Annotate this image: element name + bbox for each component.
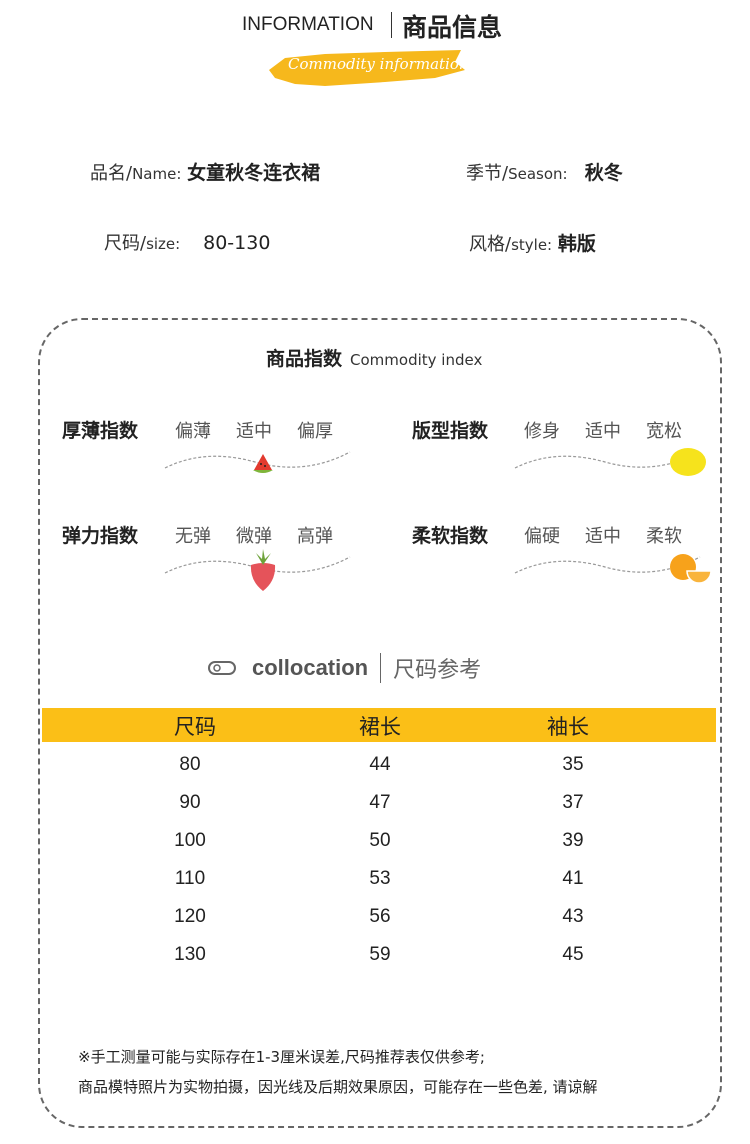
- header-divider: [391, 12, 392, 38]
- table-cell: 56: [369, 906, 391, 927]
- index-option: 偏薄: [175, 421, 211, 442]
- info-name: 品名/Name: 女童秋冬连衣裙: [90, 158, 320, 185]
- title-divider: [380, 653, 382, 683]
- header-subtitle: Commodity information: [288, 55, 469, 73]
- index-option: 柔软: [646, 526, 682, 547]
- watermelon-icon: [253, 454, 273, 473]
- table-cell: 39: [562, 830, 584, 851]
- table-cell: 50: [369, 830, 391, 851]
- info-season: 季节/Season: 秋冬: [466, 158, 623, 185]
- size-section-title: collocation 尺码参考: [208, 652, 481, 684]
- index-slider: [514, 554, 712, 584]
- index-title: 商品指数 Commodity index: [266, 344, 482, 371]
- index-option: 适中: [236, 421, 272, 442]
- table-cell: 44: [369, 754, 391, 775]
- index-label: 柔软指数: [412, 525, 489, 547]
- info-key: 尺码/: [104, 233, 147, 254]
- table-cell: 80: [179, 754, 201, 775]
- size-section-title-en: collocation: [252, 655, 369, 680]
- index-option: 适中: [585, 421, 621, 442]
- index-option: 偏硬: [524, 526, 560, 547]
- index-label: 版型指数: [412, 420, 489, 442]
- note-color: 商品模特照片为实物拍摄，因光线及后期效果原因，可能存在一些色差, 请谅解: [78, 1078, 598, 1096]
- table-cell: 130: [174, 944, 206, 965]
- brush-stroke-banner: [269, 50, 465, 86]
- note-measurement: ※手工测量可能与实际存在1-3厘米误差,尺码推荐表仅供参考;: [78, 1048, 485, 1066]
- info-key: 季节/: [466, 163, 509, 184]
- header-title-cn: 商品信息: [402, 13, 503, 42]
- table-cell: 35: [562, 754, 584, 775]
- info-key-en: Name:: [132, 165, 182, 183]
- info-value: 秋冬: [584, 162, 623, 184]
- table-cell: 59: [369, 944, 391, 965]
- strawberry-icon: [250, 549, 276, 591]
- table-cell: 110: [174, 868, 206, 889]
- info-key: 品名/: [90, 163, 133, 184]
- index-label: 厚薄指数: [62, 420, 139, 442]
- index-slider: [514, 448, 706, 476]
- index-slider: [164, 451, 351, 473]
- table-header-skirt-length: 裙长: [359, 715, 401, 739]
- info-style: 风格/style: 韩版: [469, 229, 596, 256]
- table-header-sleeve-length: 袖长: [547, 715, 589, 739]
- table-cell: 90: [179, 792, 201, 813]
- header-title-en: INFORMATION: [242, 14, 374, 35]
- info-key: 风格/: [469, 234, 512, 255]
- orange-icon: [670, 554, 712, 584]
- table-cell: 45: [562, 944, 584, 965]
- index-option: 修身: [524, 421, 560, 442]
- index-title-cn: 商品指数: [266, 348, 343, 370]
- index-option: 偏厚: [297, 421, 333, 442]
- index-option: 无弹: [175, 526, 211, 547]
- info-value: 韩版: [557, 233, 596, 255]
- index-title-en: Commodity index: [350, 351, 483, 369]
- table-header-size: 尺码: [174, 715, 216, 739]
- info-key-en: Season:: [508, 165, 568, 183]
- index-option: 宽松: [646, 421, 682, 442]
- table-cell: 100: [174, 830, 206, 851]
- index-slider: [164, 549, 351, 591]
- table-cell: 43: [562, 906, 584, 927]
- index-option: 微弹: [236, 526, 272, 547]
- info-key-en: size:: [146, 235, 181, 253]
- table-cell: 41: [562, 868, 584, 889]
- index-label: 弹力指数: [62, 525, 139, 547]
- commodity-index-panel: [38, 318, 722, 1128]
- table-cell: 53: [369, 868, 391, 889]
- lemon-icon: [670, 448, 706, 476]
- size-table-header: [42, 708, 716, 742]
- info-value: 80-130: [203, 232, 271, 254]
- table-cell: 37: [562, 792, 584, 813]
- table-cell: 47: [369, 792, 391, 813]
- index-option: 高弹: [297, 526, 333, 547]
- table-cell: 120: [174, 906, 206, 927]
- toggle-icon: [208, 661, 236, 675]
- info-value: 女童秋冬连衣裙: [187, 162, 321, 184]
- index-option: 适中: [585, 526, 621, 547]
- info-key-en: style:: [511, 236, 553, 254]
- size-section-title-cn: 尺码参考: [393, 658, 482, 683]
- info-size: 尺码/size: 80-130: [104, 229, 270, 255]
